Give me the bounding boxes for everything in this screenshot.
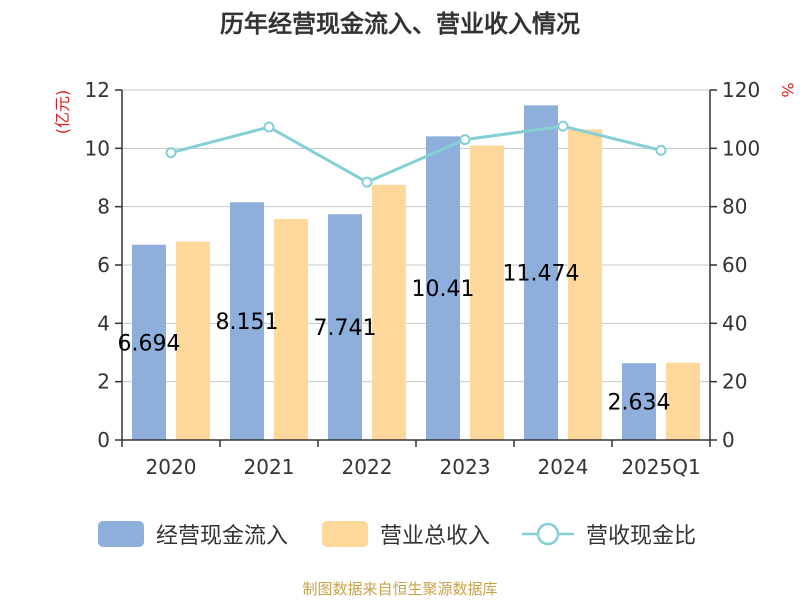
x-axis-tick-label: 2021 (244, 455, 295, 479)
left-axis-tick-label: 10 (85, 136, 110, 160)
x-axis-tick-label: 2024 (538, 455, 589, 479)
ratio-point (459, 134, 471, 146)
revenue-bar (274, 218, 308, 440)
cash-inflow-bar (622, 363, 656, 440)
legend: 经营现金流入 营业总收入 营收现金比 (0, 516, 800, 556)
cash-inflow-bar (524, 105, 558, 440)
legend-item-revenue[interactable]: 营业总收入 (322, 516, 490, 552)
ratio-point (655, 144, 667, 156)
revenue-bar (666, 362, 700, 440)
legend-item-ratio[interactable]: 营收现金比 (522, 516, 696, 552)
cash-inflow-bar (328, 214, 362, 440)
left-axis-unit-label: (亿元) (53, 90, 72, 135)
x-axis-tick-label: 2025Q1 (621, 455, 700, 479)
cash-inflow-bar (426, 136, 460, 441)
legend-swatch-ratio (522, 522, 574, 546)
legend-item-cash-inflow[interactable]: 经营现金流入 (98, 516, 288, 552)
source-note: 制图数据来自恒生聚源数据库 (302, 580, 498, 598)
ratio-point (263, 121, 275, 133)
x-axis-tick-label: 2023 (440, 455, 491, 479)
x-axis-tick-label: 2020 (146, 455, 197, 479)
left-axis-tick-label: 4 (97, 311, 110, 335)
cash-inflow-data-label: 8.151 (216, 310, 279, 335)
right-axis-tick-label: 0 (722, 428, 735, 452)
legend-swatch-cash-inflow (98, 521, 144, 547)
right-axis-tick-label: 80 (722, 195, 747, 219)
legend-label-revenue: 营业总收入 (380, 524, 491, 549)
cash-inflow-data-label: 2.634 (608, 391, 671, 416)
grid-lines (122, 89, 710, 383)
right-axis-tick-label: 100 (722, 136, 760, 160)
ratio-line-path (170, 124, 662, 184)
cash-inflow-data-label: 6.694 (118, 331, 181, 356)
left-axis-tick-label: 6 (97, 253, 110, 277)
ratio-point (557, 120, 569, 132)
revenue-bar (372, 184, 406, 440)
left-axis-tick-label: 2 (97, 370, 110, 394)
ratio-point (165, 147, 177, 159)
legend-label-ratio: 营收现金比 (586, 524, 697, 549)
ratio-line (165, 120, 667, 188)
data-labels: 6.694 8.151 7.741 10.41 11.474 2.634 (118, 262, 671, 416)
right-axis-tick-label: 40 (722, 311, 747, 335)
cash-inflow-bar (132, 244, 166, 440)
bars (132, 105, 700, 441)
x-axis-tick-label: 2022 (342, 455, 393, 479)
chart-title: 历年经营现金流入、营业收入情况 (220, 10, 580, 38)
cash-inflow-data-label: 10.41 (412, 277, 475, 302)
cash-inflow-data-label: 11.474 (503, 262, 580, 287)
left-axis-tick-label: 0 (97, 428, 110, 452)
right-axis-tick-label: 60 (722, 253, 747, 277)
revenue-bar (176, 241, 210, 440)
right-axis-unit-label: % (778, 82, 797, 97)
ratio-point (361, 176, 373, 188)
cash-inflow-bar (230, 202, 264, 440)
revenue-bar (568, 129, 602, 440)
cash-inflow-data-label: 7.741 (314, 316, 377, 341)
left-axis-tick-label: 12 (85, 78, 110, 102)
right-axis-tick-label: 20 (722, 370, 747, 394)
right-axis-tick-label: 120 (722, 78, 760, 102)
legend-label-cash-inflow: 经营现金流入 (156, 524, 289, 549)
revenue-bar (470, 145, 504, 440)
left-axis-tick-label: 8 (97, 195, 110, 219)
legend-swatch-revenue (322, 521, 368, 547)
